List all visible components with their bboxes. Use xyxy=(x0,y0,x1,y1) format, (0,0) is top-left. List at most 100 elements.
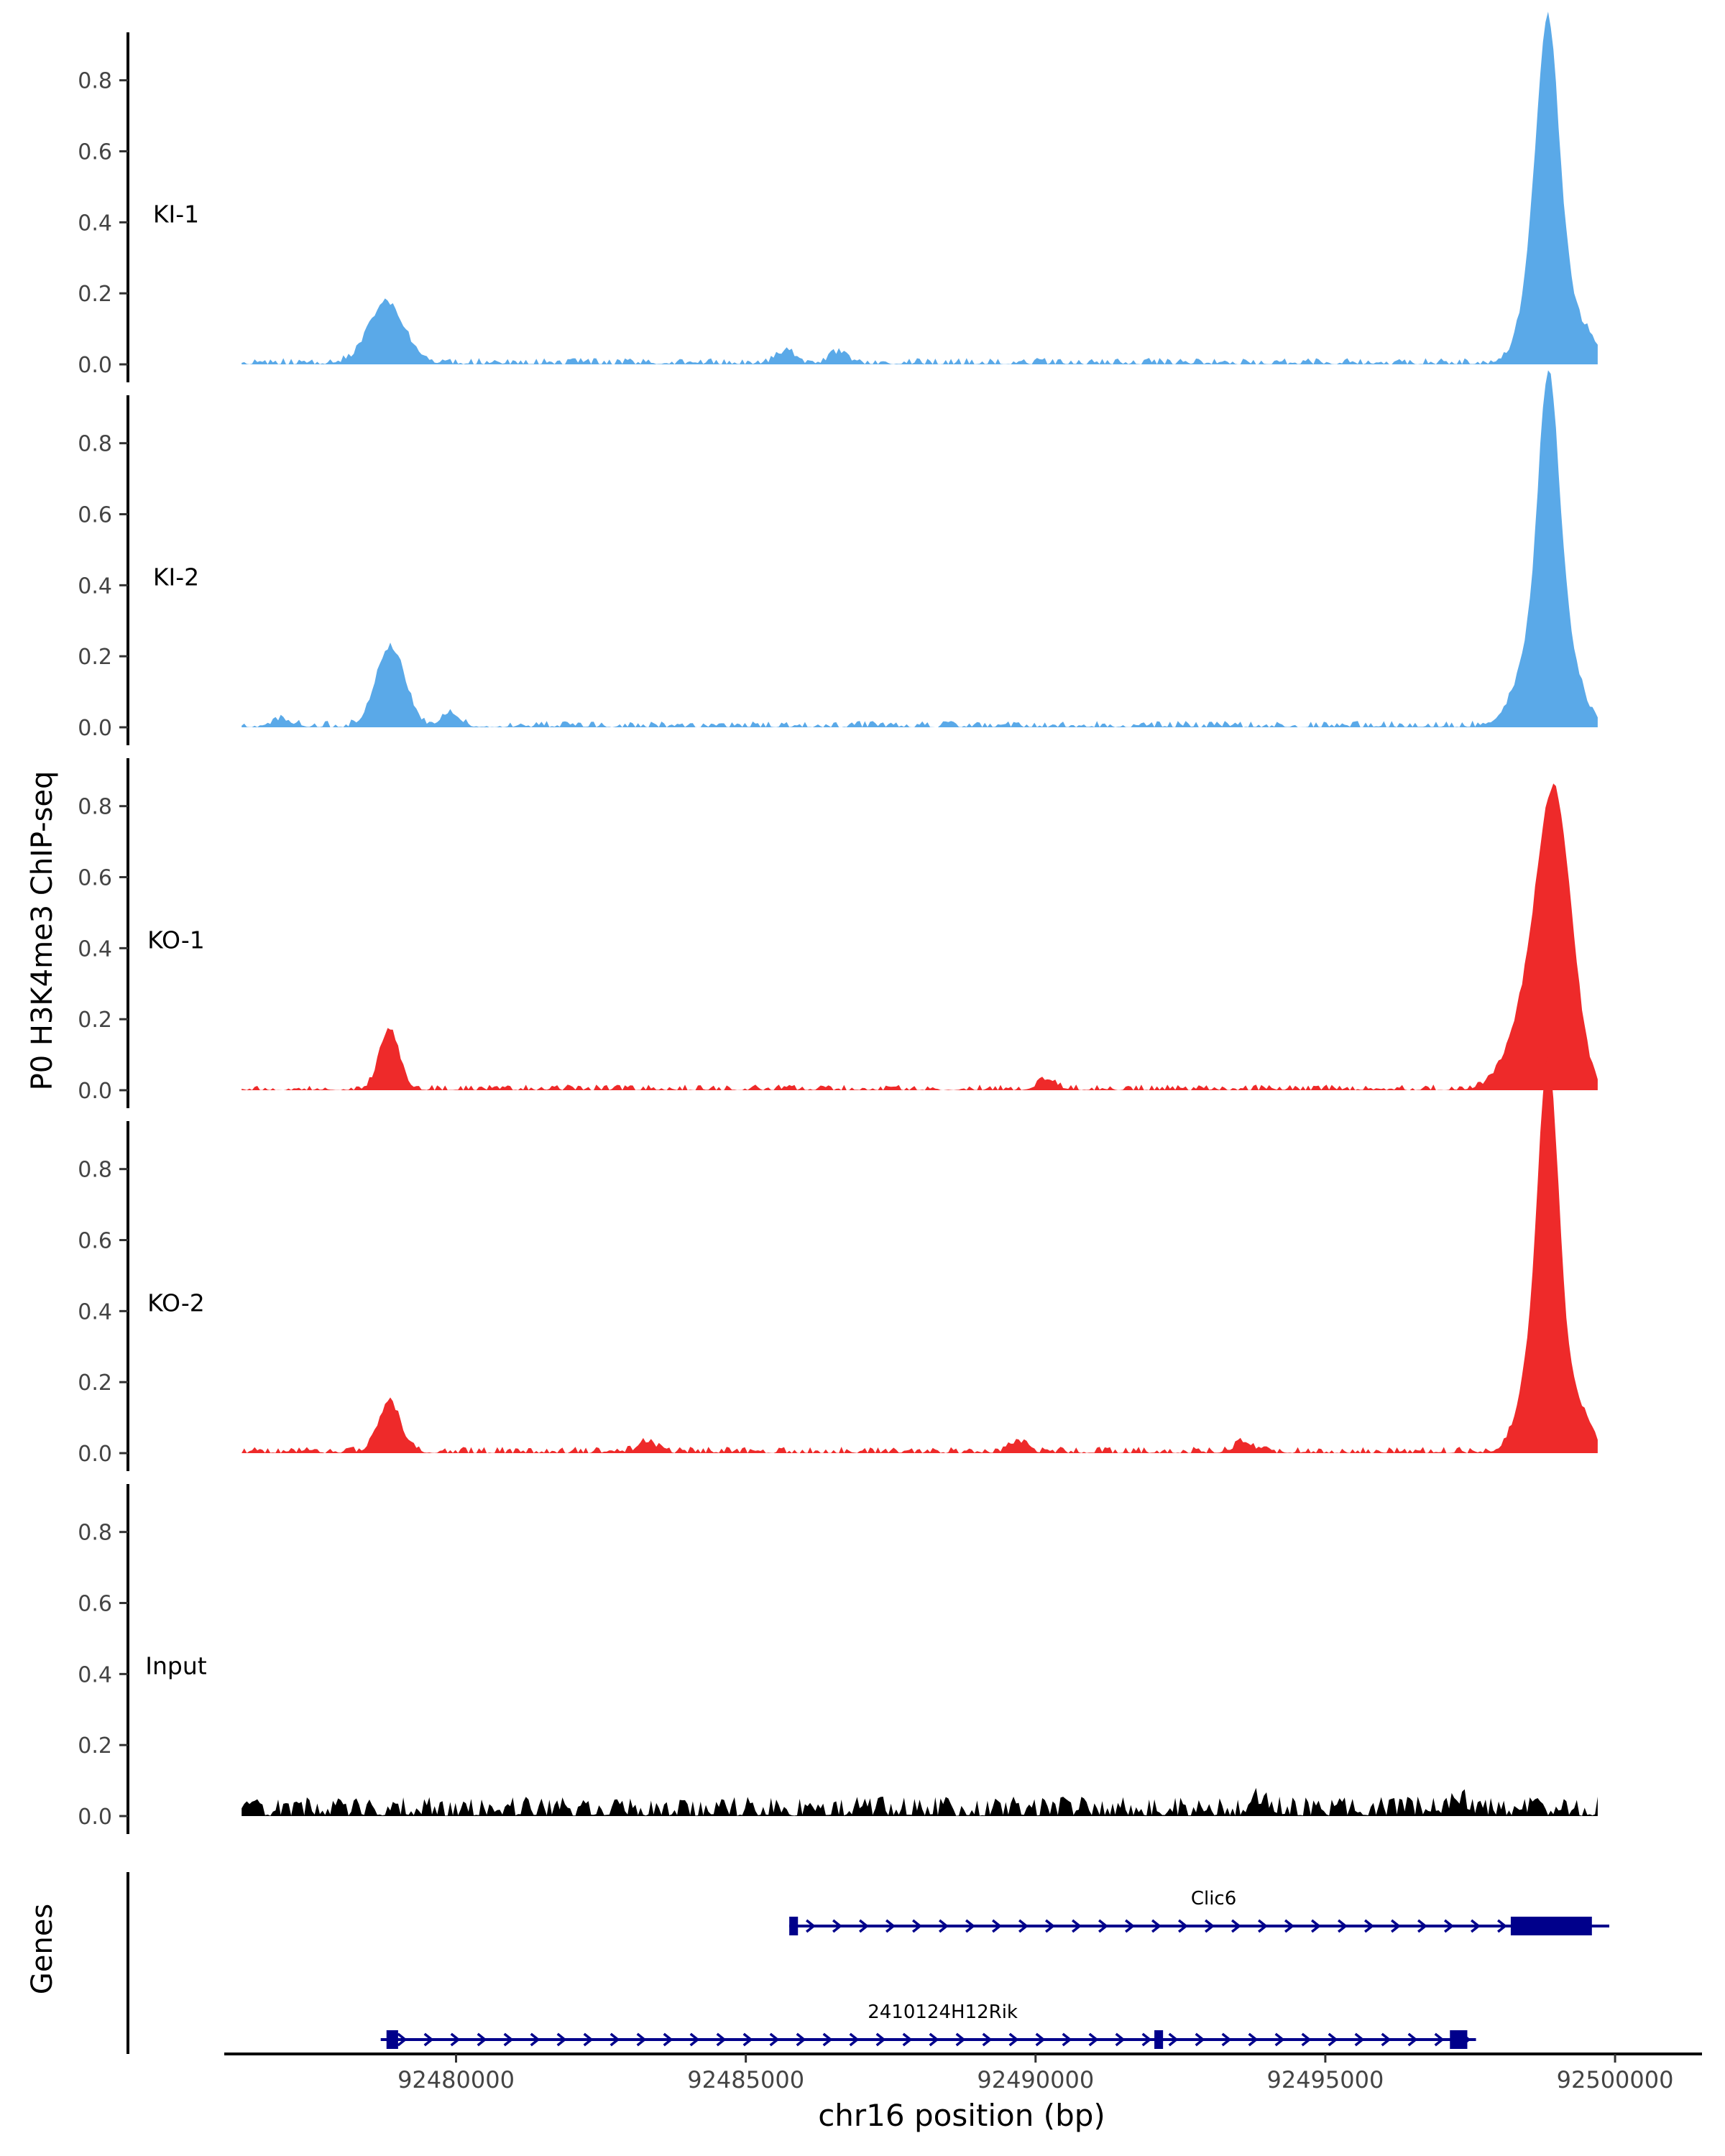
strand-arrow xyxy=(423,2032,434,2047)
strand-arrow xyxy=(1168,2032,1179,2047)
y-tick-label: 0.2 xyxy=(78,282,112,307)
tracks-group: 0.00.20.40.60.8KI-10.00.20.40.60.8KI-20.… xyxy=(78,11,1598,1834)
strand-arrow xyxy=(1205,1919,1215,1933)
signal-area xyxy=(242,370,1598,727)
strand-arrow xyxy=(1354,2032,1365,2047)
strand-arrow xyxy=(992,1919,1002,1933)
gene-label: 2410124H12Rik xyxy=(868,2001,1018,2023)
strand-arrow xyxy=(806,1919,816,1933)
strand-arrow xyxy=(397,2032,408,2047)
strand-arrow xyxy=(1301,2032,1312,2047)
y-tick-label: 0.4 xyxy=(78,936,112,962)
y-tick-label: 0.8 xyxy=(78,1521,112,1546)
strand-arrow xyxy=(1328,2032,1338,2047)
y-tick-label: 0.0 xyxy=(78,1805,112,1830)
y-tick-label: 0.6 xyxy=(78,503,112,528)
y-tick-label: 0.0 xyxy=(78,716,112,741)
genes-panel: Clic6 2410124H12Rik xyxy=(126,1872,1609,2054)
exon-block xyxy=(1154,2030,1164,2049)
y-tick-label: 0.4 xyxy=(78,1662,112,1687)
x-tick-label: 92500000 xyxy=(1557,2066,1674,2093)
strand-arrow xyxy=(556,2032,567,2047)
strand-arrow xyxy=(875,2032,886,2047)
track-panel: 0.0 0.2 0.4 0.6 0.8 KO-2 xyxy=(78,1056,1598,1471)
signal-area xyxy=(242,11,1598,364)
y-tick-label: 0.8 xyxy=(78,795,112,820)
strand-arrow xyxy=(1125,1919,1135,1933)
signal-area xyxy=(242,1787,1598,1816)
exon-block xyxy=(1450,2030,1468,2049)
y-tick-label: 0.0 xyxy=(78,353,112,378)
strand-arrow xyxy=(477,2032,487,2047)
track-label: KI-1 xyxy=(153,200,199,228)
strand-arrow xyxy=(822,2032,833,2047)
exon-block xyxy=(789,1917,799,1935)
strand-arrow xyxy=(1035,2032,1046,2047)
strand-arrow xyxy=(929,2032,939,2047)
strand-arrow xyxy=(742,2032,753,2047)
strand-arrow xyxy=(955,2032,966,2047)
strand-arrow xyxy=(1338,1919,1348,1933)
track-label: Input xyxy=(145,1651,207,1680)
y-tick-label: 0.2 xyxy=(78,1733,112,1759)
strand-arrow xyxy=(849,2032,860,2047)
strand-arrow xyxy=(886,1919,896,1933)
x-tick-label: 92480000 xyxy=(397,2066,515,2093)
strand-arrow xyxy=(1311,1919,1321,1933)
x-axis: 92480000 92485000 92490000 92495000 92500000 xyxy=(224,2053,1702,2093)
track-panel: 0.0 0.2 0.4 0.6 0.8 Input xyxy=(78,1484,1598,1834)
track-label: KO-1 xyxy=(147,926,205,954)
strand-arrow xyxy=(1258,1919,1268,1933)
y-tick-label: 0.4 xyxy=(78,1299,112,1325)
y-tick-label: 0.2 xyxy=(78,1370,112,1396)
strand-arrow xyxy=(663,2032,673,2047)
y-tick-label: 0.2 xyxy=(78,1008,112,1033)
signal-area xyxy=(242,1056,1598,1453)
strand-arrow xyxy=(769,2032,780,2047)
y-tick-label: 0.4 xyxy=(78,573,112,599)
strand-arrow xyxy=(902,2032,913,2047)
y-axis-title: P0 H3K4me3 ChIP-seq xyxy=(26,771,59,1091)
y-tick-label: 0.6 xyxy=(78,1229,112,1254)
strand-arrow xyxy=(1008,2032,1019,2047)
strand-arrow xyxy=(1391,1919,1401,1933)
track-panel: 0.0 0.2 0.4 0.6 0.8 KI-1 xyxy=(78,11,1598,382)
x-tick-label: 92485000 xyxy=(687,2066,804,2093)
y-tick-label: 0.4 xyxy=(78,211,112,236)
track-panel: 0.0 0.2 0.4 0.6 0.8 KO-1 xyxy=(78,758,1598,1108)
strand-arrow xyxy=(1274,2032,1285,2047)
gene-model: Clic6 xyxy=(789,1888,1609,1935)
strand-arrow xyxy=(796,2032,806,2047)
y-tick-label: 0.6 xyxy=(78,866,112,891)
strand-arrow xyxy=(1088,2032,1099,2047)
x-axis-title: chr16 position (bp) xyxy=(818,2098,1105,2133)
strand-arrow xyxy=(1471,1919,1481,1933)
strand-arrow xyxy=(1151,1919,1162,1933)
strand-arrow xyxy=(1381,2032,1392,2047)
strand-arrow xyxy=(912,1919,922,1933)
strand-arrow xyxy=(1248,2032,1259,2047)
strand-arrow xyxy=(1434,2032,1445,2047)
signal-area xyxy=(242,783,1598,1090)
y-tick-label: 0.8 xyxy=(78,432,112,457)
strand-arrow xyxy=(610,2032,620,2047)
strand-arrow xyxy=(1364,1919,1374,1933)
strand-arrow xyxy=(1221,2032,1232,2047)
y-tick-label: 0.0 xyxy=(78,1079,112,1104)
strand-arrow xyxy=(450,2032,461,2047)
strand-arrow xyxy=(636,2032,647,2047)
strand-arrow xyxy=(1072,1919,1082,1933)
strand-arrow xyxy=(689,2032,700,2047)
strand-arrow xyxy=(583,2032,594,2047)
strand-arrow xyxy=(1444,1919,1454,1933)
y-tick-label: 0.8 xyxy=(78,69,112,94)
strand-arrow xyxy=(1497,1919,1507,1933)
strand-arrow xyxy=(1018,1919,1029,1933)
strand-arrow xyxy=(982,2032,993,2047)
x-tick-label: 92495000 xyxy=(1266,2066,1384,2093)
strand-arrow xyxy=(939,1919,949,1933)
strand-arrow xyxy=(1141,2032,1152,2047)
y-tick-label: 0.8 xyxy=(78,1158,112,1183)
y-tick-label: 0.2 xyxy=(78,645,112,670)
